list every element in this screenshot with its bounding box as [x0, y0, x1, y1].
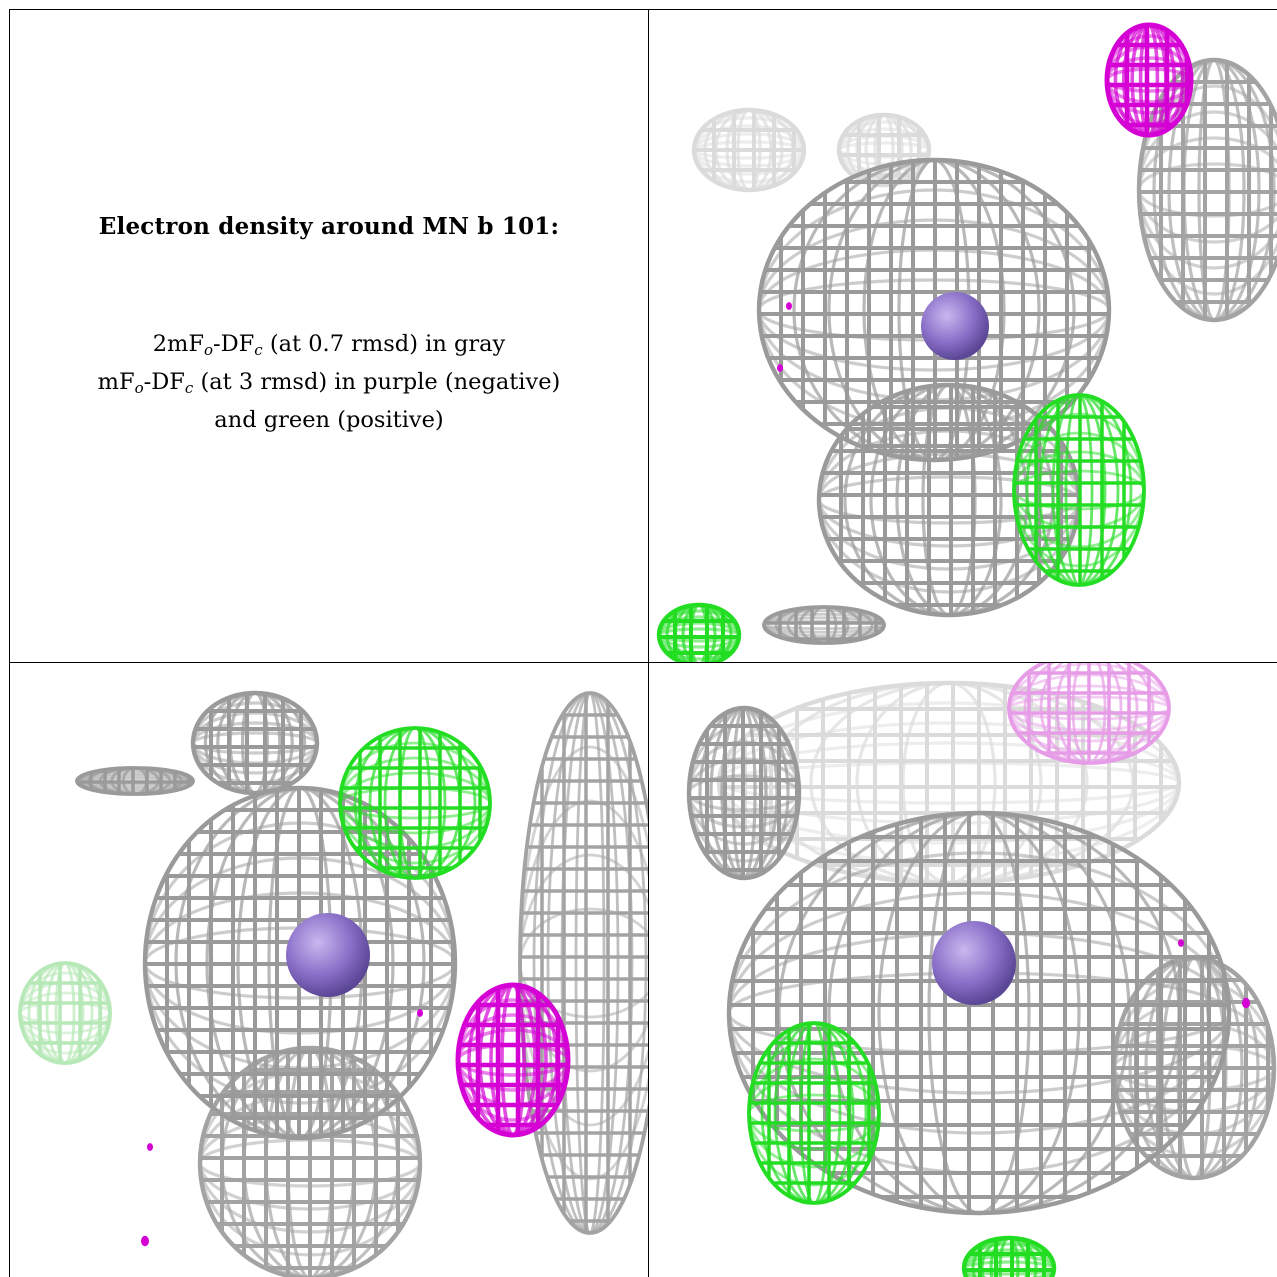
p1-gray-mesh-right — [1136, 57, 1277, 323]
p2-faint-positive-mesh — [18, 961, 112, 1065]
caption-line-1: 2mFo-DFc (at 0.7 rmsd) in gray — [152, 331, 506, 359]
p3-positive-mesh — [747, 1021, 881, 1205]
p1-positive-mesh-corner — [656, 602, 742, 662]
mn-atom-sphere — [932, 921, 1016, 1005]
p2-negative-dot-c — [417, 1009, 423, 1017]
frame-horizontal-divider — [9, 662, 1277, 663]
p1-negative-dot-b — [777, 364, 783, 372]
mn-atom-sphere — [286, 913, 370, 997]
density-panel-bottom-right — [649, 663, 1277, 1277]
p2-gray-mesh-right — [518, 691, 648, 1235]
frame-vertical-divider — [648, 9, 649, 1277]
p3-positive-mesh-bottom — [961, 1235, 1057, 1277]
mn-atom-sphere — [921, 292, 989, 360]
p2-negative-dot-b — [141, 1235, 149, 1247]
caption-title: Electron density around MN b 101: — [98, 213, 560, 240]
p1-negative-mesh — [1104, 22, 1194, 138]
caption-description: 2mFo-DFc (at 0.7 rmsd) in gray mFo-DFc (… — [10, 325, 648, 439]
p1-gray-mesh-bottom — [762, 605, 886, 645]
frame-left-border — [9, 9, 10, 1277]
density-panel-bottom-left — [10, 663, 648, 1277]
p2-gray-mesh-small — [75, 766, 195, 796]
caption-cell: Electron density around MN b 101: 2mFo-D… — [10, 10, 648, 662]
p2-gray-mesh-lower — [197, 1045, 423, 1277]
p2-positive-mesh — [338, 726, 492, 880]
p3-negative-dot-b — [1242, 997, 1250, 1009]
p1-negative-dot-a — [786, 302, 792, 310]
frame-top-border — [10, 9, 1277, 10]
density-panel-top-right — [649, 10, 1277, 662]
p3-gray-mesh-left — [686, 705, 802, 881]
p3-negative-dot-a — [1178, 939, 1184, 947]
p2-gray-mesh-top — [190, 690, 320, 796]
p2-negative-dot-a — [147, 1143, 153, 1151]
caption-line-3: and green (positive) — [214, 407, 444, 433]
p1-faint-mesh-a — [691, 107, 807, 193]
caption-line-2: mFo-DFc (at 3 rmsd) in purple (negative) — [97, 369, 561, 397]
p1-faint-mesh-b — [836, 112, 932, 188]
p3-faint-negative-mesh — [1007, 663, 1171, 765]
p1-positive-mesh — [1012, 393, 1146, 587]
